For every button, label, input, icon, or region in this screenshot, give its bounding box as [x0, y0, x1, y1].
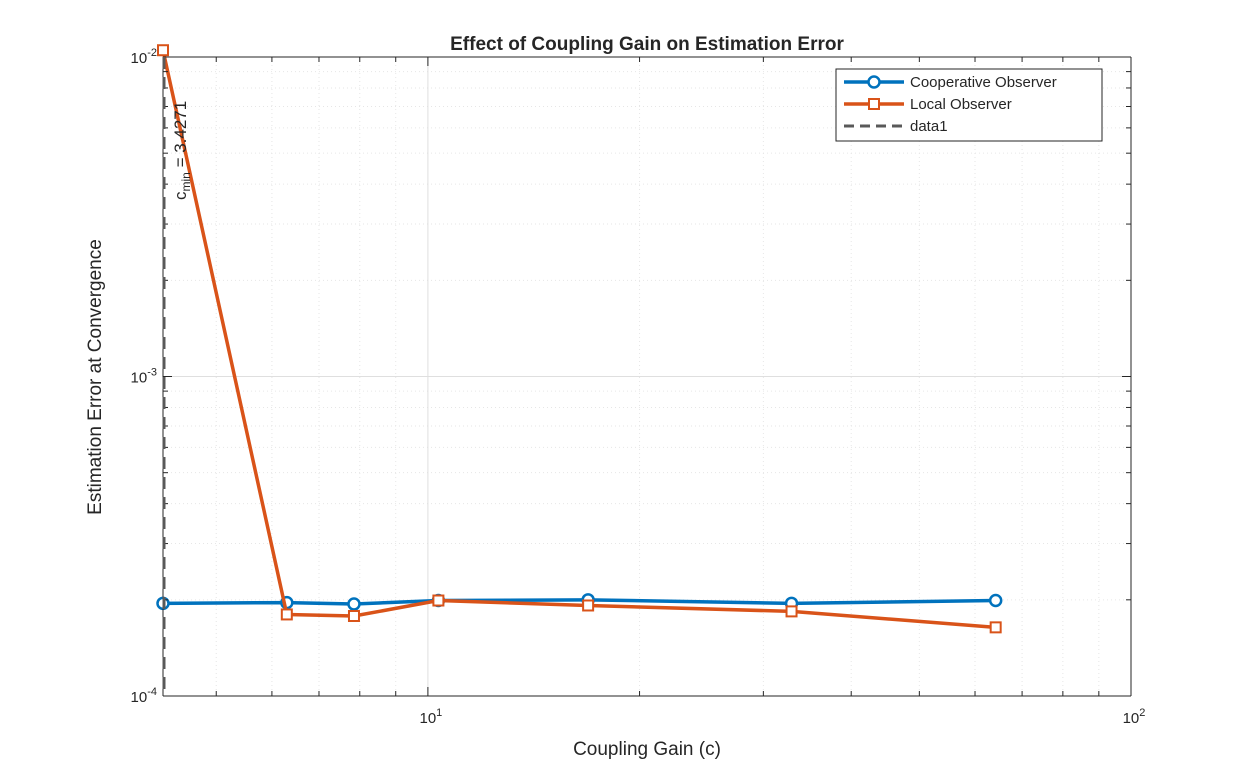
axis-ticks: 101 102 10-4 10-3 10-2 [131, 47, 1146, 727]
y-tick-label: 10-3 [131, 367, 157, 387]
point-local [785, 605, 798, 618]
vertical-line-annotation: cmin = 3.4271 [162, 57, 193, 696]
x-tick-label: 102 [1123, 707, 1146, 727]
cmin-annotation: cmin = 3.4271 [171, 101, 193, 200]
point-local [582, 599, 595, 612]
legend-entry-label: Cooperative Observer [910, 74, 1057, 91]
point-local [347, 609, 360, 622]
point-local [432, 594, 445, 607]
legend: Cooperative Observer Local Observer data1 [835, 68, 1103, 142]
chart-title: Effect of Coupling Gain on Estimation Er… [450, 34, 844, 55]
y-tick-label: 10-4 [131, 686, 157, 706]
point-local [989, 621, 1002, 634]
legend-marker-square [868, 98, 880, 110]
legend-entry-label: Local Observer [910, 96, 1012, 113]
legend-marker-circle [867, 75, 881, 89]
y-axis-label: Estimation Error at Convergence [85, 239, 106, 515]
point-cooperative [347, 597, 361, 611]
minor-grid [163, 57, 1131, 696]
series-layer [156, 44, 1003, 634]
x-axis-label: Coupling Gain (c) [573, 739, 721, 760]
x-tick-label: 101 [419, 707, 442, 727]
point-local [157, 44, 169, 57]
y-tick-label: 10-2 [131, 47, 157, 67]
point-cooperative [988, 593, 1003, 608]
legend-entry-label: data1 [910, 118, 948, 135]
point-local [280, 608, 293, 621]
